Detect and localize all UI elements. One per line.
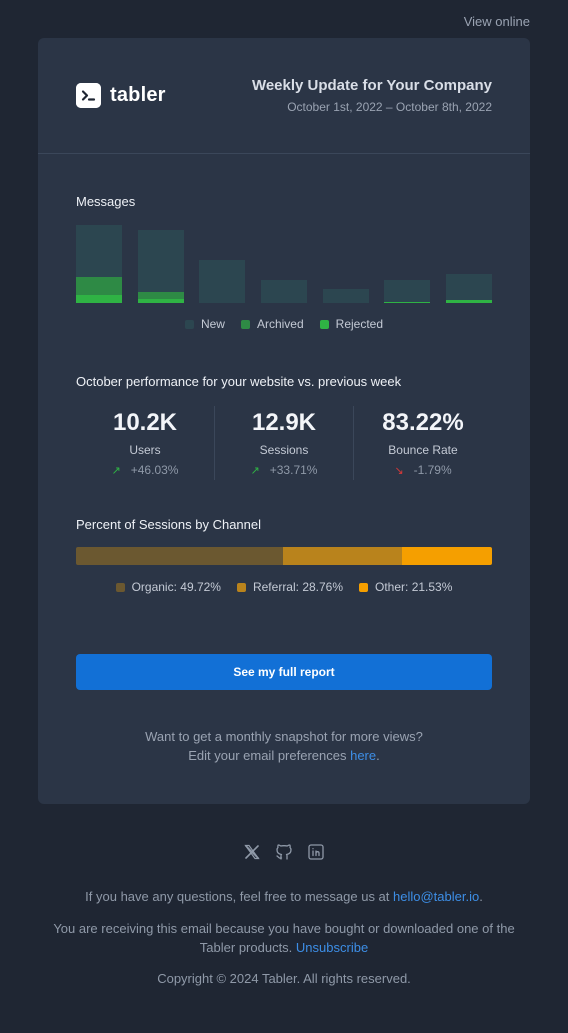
receiving-notice: You are receiving this email because you… (38, 919, 530, 957)
bar-segment-archived (76, 277, 122, 295)
legend-swatch-other (359, 582, 369, 592)
unsubscribe-link[interactable]: Unsubscribe (295, 940, 369, 955)
github-icon[interactable] (275, 843, 293, 861)
legend-label: Referral: 28.76% (252, 580, 344, 594)
stat-bounce-rate: 83.22% Bounce Rate ↘ -1.79% (353, 406, 492, 480)
preferences-link[interactable]: here (350, 748, 377, 763)
bar-segment-rejected (384, 301, 431, 303)
legend-item-rejected: Rejected (319, 317, 384, 331)
stat-value: 83.22% (382, 409, 464, 436)
trend-down-icon: ↘ (394, 464, 404, 477)
channel-segment (402, 547, 492, 565)
legend-item-other: Other: 21.53% (359, 580, 452, 594)
performance-title: October performance for your website vs.… (76, 374, 402, 389)
receiving-text: You are receiving this email because you… (53, 921, 515, 955)
social-links (0, 843, 568, 861)
channels-title: Percent of Sessions by Channel (76, 517, 261, 532)
legend-item-archived: Archived (240, 317, 304, 331)
stat-label: Bounce Rate (388, 443, 458, 457)
stat-value: 12.9K (251, 409, 317, 436)
legend-label: New (200, 317, 225, 331)
stat-change-value: +33.71% (269, 463, 318, 477)
channel-segment (282, 547, 403, 565)
linkedin-icon[interactable] (307, 843, 325, 861)
header-info: Weekly Update for Your Company October 1… (252, 77, 492, 114)
preferences-suffix: . (376, 748, 380, 763)
channels-progress-bar (76, 547, 492, 565)
bar-segment-new (137, 230, 184, 292)
contact-suffix: . (479, 889, 483, 904)
message-bar (384, 279, 431, 303)
legend-item-new: New (184, 317, 225, 331)
copyright: Copyright © 2024 Tabler. All rights rese… (157, 971, 411, 986)
legend-label: Organic: 49.72% (131, 580, 221, 594)
channel-segment (76, 547, 283, 565)
legend-swatch-archived (240, 319, 250, 329)
date-range: October 1st, 2022 – October 8th, 2022 (287, 100, 492, 114)
stat-value: 10.2K (112, 409, 178, 436)
legend-item-referral: Referral: 28.76% (236, 580, 344, 594)
bar-segment-rejected (137, 299, 184, 303)
stat-sessions: 12.9K Sessions ↗ +33.71% (214, 406, 353, 480)
legend-label: Rejected (335, 317, 384, 331)
brand-name: tabler (110, 84, 166, 106)
stat-label: Users (129, 443, 161, 457)
message-bar (76, 225, 122, 303)
x-icon[interactable] (243, 843, 261, 861)
tabler-logo-icon (76, 83, 101, 108)
messages-chart (76, 223, 492, 303)
bar-segment-new (76, 225, 122, 277)
bar-segment-archived (137, 292, 184, 299)
bar-segment-new (261, 280, 307, 303)
message-bar (446, 273, 492, 303)
stat-users: 10.2K Users ↗ +46.03% (76, 406, 214, 480)
bar-segment-new (322, 289, 369, 303)
contact-email-link[interactable]: hello@tabler.io (393, 889, 480, 904)
bar-segment-rejected (446, 299, 492, 303)
stat-change-value: +46.03% (130, 463, 179, 477)
legend-swatch-organic (115, 582, 125, 592)
bar-segment-new (384, 279, 431, 302)
legend-item-organic: Organic: 49.72% (115, 580, 221, 594)
message-bar (261, 280, 307, 303)
bar-segment-new (199, 260, 246, 303)
stat-change: ↗ +33.71% (215, 463, 353, 477)
message-bar (199, 260, 246, 303)
contact-text: If you have any questions, feel free to … (85, 889, 394, 904)
email-title: Weekly Update for Your Company (251, 77, 492, 94)
messages-legend: New Archived Rejected (38, 317, 530, 331)
email-header: tabler Weekly Update for Your Company Oc… (38, 38, 530, 154)
stat-label: Sessions (259, 443, 309, 457)
legend-label: Other: 21.53% (375, 580, 453, 594)
channels-legend: Organic: 49.72% Referral: 28.76% Other: … (38, 580, 530, 594)
view-online-link[interactable]: View online (463, 14, 530, 29)
full-report-button[interactable]: See my full report (76, 654, 492, 690)
performance-stats: 10.2K Users ↗ +46.03% 12.9K Sessions ↗ +… (76, 406, 492, 480)
bar-segment-rejected (76, 295, 122, 303)
stat-change: ↘ -1.79% (354, 463, 492, 477)
snapshot-note: Want to get a monthly snapshot for more … (145, 729, 423, 744)
email-card: tabler Weekly Update for Your Company Oc… (38, 38, 530, 804)
legend-swatch-rejected (319, 319, 329, 329)
preferences-note: Edit your email preferences here. (38, 748, 530, 763)
trend-up-icon: ↗ (111, 464, 121, 477)
bar-segment-new (446, 273, 492, 300)
messages-title: Messages (76, 194, 136, 209)
message-bar (137, 230, 184, 303)
stat-change: ↗ +46.03% (76, 463, 214, 477)
contact-line: If you have any questions, feel free to … (0, 887, 568, 906)
trend-up-icon: ↗ (250, 464, 260, 477)
stat-change-value: -1.79% (413, 463, 452, 477)
legend-swatch-referral (236, 582, 246, 592)
preferences-text: Edit your email preferences (188, 748, 351, 763)
legend-swatch-new (184, 319, 194, 329)
brand-logo[interactable]: tabler (76, 83, 166, 108)
message-bar (322, 289, 369, 303)
legend-label: Archived (256, 317, 304, 331)
